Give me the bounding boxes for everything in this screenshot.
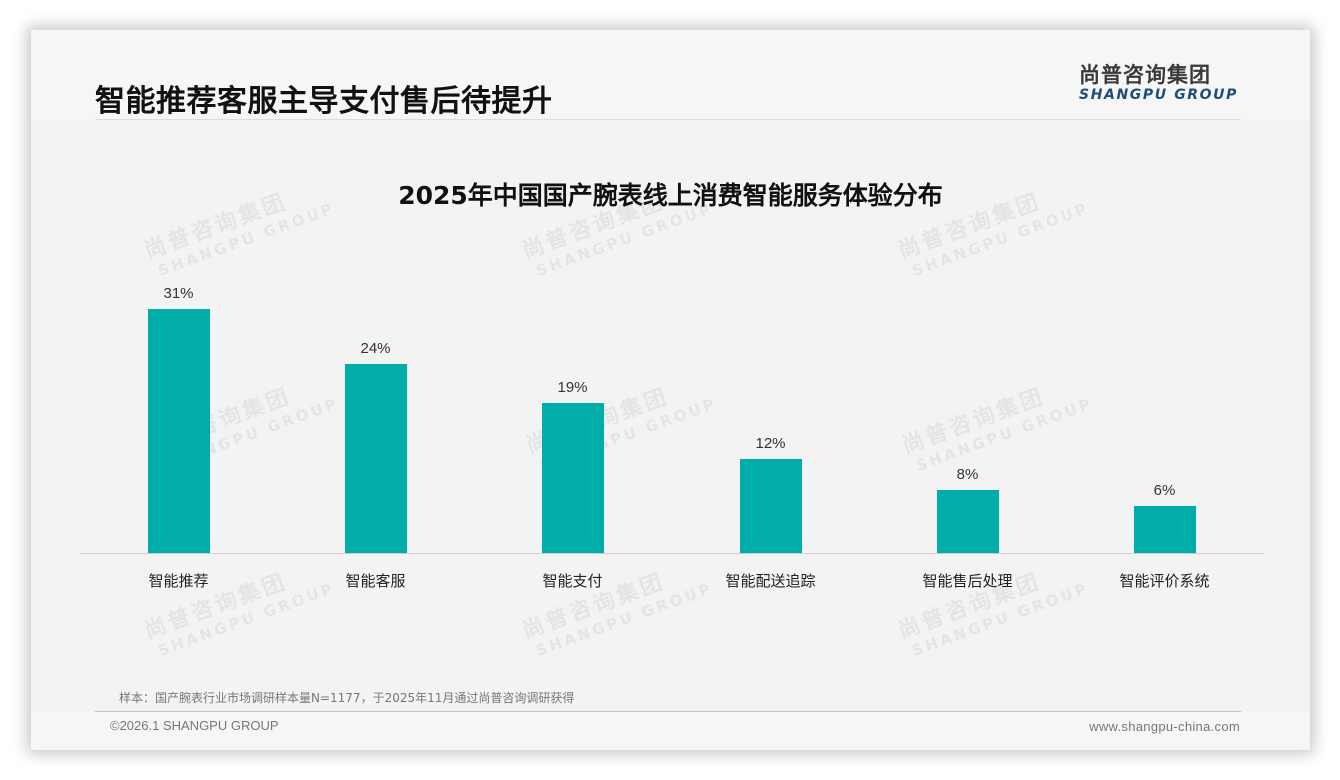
bar: [542, 403, 604, 553]
bar-group: 24% 智能客服: [277, 260, 474, 660]
website-link[interactable]: www.shangpu-china.com: [1089, 719, 1240, 734]
bar-group: 8% 智能售后处理: [869, 260, 1066, 660]
footer-band: [31, 712, 1310, 750]
bar-value-label: 31%: [163, 285, 194, 302]
x-axis-line: [80, 553, 1264, 554]
bar-group: 19% 智能支付: [474, 260, 671, 660]
copyright-text: ©2026.1 SHANGPU GROUP: [110, 718, 279, 733]
category-label: 智能配送追踪: [725, 572, 816, 590]
source-note: 样本：国产腕表行业市场调研样本量N=1177，于2025年11月通过尚普咨询调研…: [119, 691, 575, 705]
title-divider: [95, 119, 1241, 120]
bar-value-label: 12%: [755, 435, 786, 452]
bar-group: 6% 智能评价系统: [1066, 260, 1263, 660]
bar-group: 31% 智能推荐: [80, 260, 277, 660]
bar-group: 12% 智能配送追踪: [672, 260, 869, 660]
footer-divider: [95, 711, 1241, 712]
bar: [1134, 506, 1196, 553]
category-label: 智能评价系统: [1119, 572, 1210, 590]
logo-chinese-text: 尚普咨询集团: [1079, 63, 1212, 87]
category-label: 智能客服: [345, 572, 406, 590]
bar-value-label: 19%: [557, 379, 588, 396]
page-title: 智能推荐客服主导支付售后待提升: [95, 84, 553, 119]
logo-english-text: SHANGPU GROUP: [1079, 87, 1238, 103]
slide: 智能推荐客服主导支付售后待提升 尚普咨询集团 SHANGPU GROUP 尚普咨…: [31, 30, 1310, 750]
bar-value-label: 8%: [956, 466, 979, 483]
category-label: 智能推荐: [148, 572, 209, 590]
bar-value-label: 6%: [1153, 482, 1176, 499]
bar: [148, 309, 210, 553]
header-band: [31, 30, 1310, 120]
category-label: 智能售后处理: [922, 572, 1013, 590]
category-label: 智能支付: [542, 572, 603, 590]
bar-value-label: 24%: [360, 340, 391, 357]
bar: [740, 459, 802, 553]
company-logo: 尚普咨询集团 SHANGPU GROUP: [1079, 63, 1238, 103]
bar-chart: 31% 智能推荐 24% 智能客服 19% 智能支付 12% 智能配送追踪 8%…: [80, 260, 1264, 660]
bar: [345, 364, 407, 553]
chart-title: 2025年中国国产腕表线上消费智能服务体验分布: [398, 181, 943, 210]
bar: [937, 490, 999, 553]
